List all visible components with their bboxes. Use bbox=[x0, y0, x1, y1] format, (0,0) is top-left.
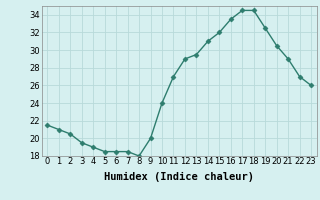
X-axis label: Humidex (Indice chaleur): Humidex (Indice chaleur) bbox=[104, 172, 254, 182]
